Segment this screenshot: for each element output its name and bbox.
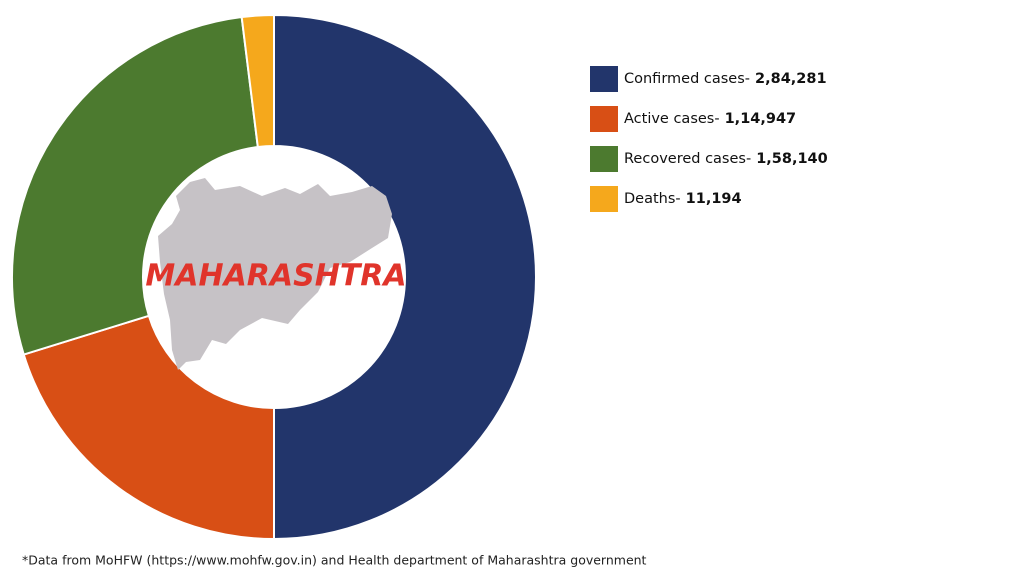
legend: Confirmed cases- 2,84,281 Active cases- 1,1… bbox=[590, 66, 828, 212]
legend-value: 1,58,140 bbox=[756, 151, 828, 167]
legend-swatch bbox=[590, 106, 618, 132]
legend-label: Deaths- 11,194 bbox=[624, 191, 742, 207]
legend-label: Confirmed cases- 2,84,281 bbox=[624, 71, 827, 87]
legend-category: Recovered cases- bbox=[624, 151, 751, 167]
donut-slice bbox=[22, 314, 275, 541]
donut-slice bbox=[11, 15, 259, 356]
legend-swatch bbox=[590, 186, 618, 212]
donut-slice bbox=[273, 13, 537, 541]
legend-swatch bbox=[590, 146, 618, 172]
legend-category: Confirmed cases- bbox=[624, 71, 750, 87]
donut-slice bbox=[240, 13, 275, 149]
legend-value: 1,14,947 bbox=[725, 111, 797, 127]
legend-value: 2,84,281 bbox=[755, 71, 827, 87]
legend-label: Active cases- 1,14,947 bbox=[624, 111, 796, 127]
legend-label: Recovered cases- 1,58,140 bbox=[624, 151, 828, 167]
legend-swatch bbox=[590, 66, 618, 92]
donut bbox=[11, 13, 537, 541]
legend-category: Active cases- bbox=[624, 111, 720, 127]
map-shape bbox=[158, 178, 392, 370]
legend-value: 11,194 bbox=[686, 191, 742, 207]
center-label: MAHARASHTRA bbox=[145, 259, 406, 294]
legend-category: Deaths- bbox=[624, 191, 681, 207]
footnote: *Data from MoHFW (https://www.mohfw.gov.… bbox=[22, 553, 647, 568]
